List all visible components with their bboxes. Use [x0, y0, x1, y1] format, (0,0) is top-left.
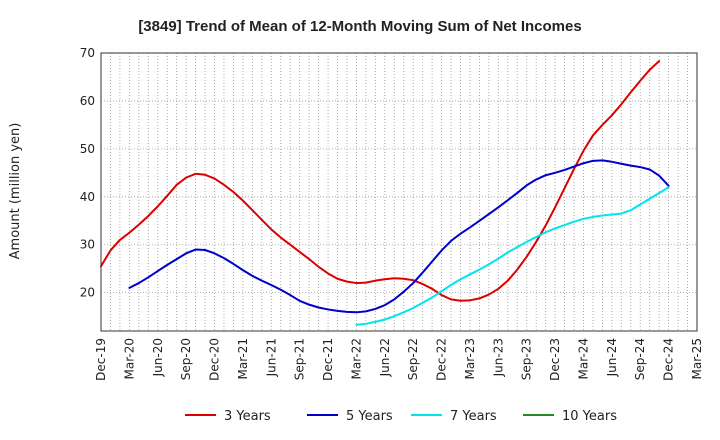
- x-tick-label: Mar-21: [236, 338, 250, 379]
- y-tick-label: 20: [80, 286, 95, 300]
- y-tick-label: 70: [80, 46, 95, 60]
- x-tick-label: Sep-20: [179, 338, 193, 380]
- x-tick-label: Jun-23: [491, 338, 505, 377]
- x-tick-label: Dec-23: [548, 338, 562, 381]
- series-line: [128, 159, 670, 314]
- legend-label: 7 Years: [450, 409, 497, 424]
- series-line: [100, 60, 661, 302]
- x-tick-label: Sep-21: [293, 338, 307, 380]
- x-tick-label: Sep-23: [520, 338, 534, 380]
- plot-frame: [100, 52, 698, 332]
- x-tick-label: Jun-24: [605, 338, 619, 377]
- x-tick-label: Jun-22: [378, 338, 392, 377]
- x-tick-label: Mar-22: [349, 338, 363, 379]
- legend-label: 10 Years: [562, 409, 617, 424]
- x-tick-label: Dec-20: [208, 338, 222, 381]
- y-tick-label: 40: [80, 190, 95, 204]
- x-tick-label: Mar-25: [690, 338, 704, 379]
- legend-label: 3 Years: [224, 409, 271, 424]
- x-tick-label: Jun-21: [264, 338, 278, 377]
- x-tick-label: Sep-24: [633, 338, 647, 380]
- y-tick-label: 60: [80, 94, 95, 108]
- x-tick-label: Sep-22: [406, 338, 420, 380]
- x-tick-label: Mar-20: [122, 338, 136, 379]
- x-tick-label: Dec-24: [662, 338, 676, 381]
- x-tick-label: Dec-19: [94, 338, 108, 381]
- y-tick-label: 30: [80, 238, 95, 252]
- grid: [100, 52, 698, 331]
- chart-title: [3849] Trend of Mean of 12-Month Moving …: [138, 18, 581, 35]
- legend-label: 5 Years: [346, 409, 393, 424]
- x-tick-label: Mar-24: [576, 338, 590, 379]
- y-tick-label: 50: [80, 142, 95, 156]
- series-line: [355, 186, 670, 326]
- x-tick-label: Dec-21: [321, 338, 335, 381]
- series-lines: [100, 60, 670, 326]
- legend: 3 Years 5 Years 7 Years 10 Years: [185, 409, 617, 424]
- x-tick-label: Dec-22: [435, 338, 449, 381]
- y-axis-label: Amount (million yen): [8, 123, 23, 260]
- x-axis-ticks: Dec-19 Mar-20 Jun-20 Sep-20 Dec-20 Mar-21 Jun-…: [94, 338, 704, 381]
- x-tick-label: Mar-23: [463, 338, 477, 379]
- x-tick-label: Jun-20: [151, 338, 165, 377]
- y-axis-ticks: 20 30 40 50 60 70: [80, 46, 95, 300]
